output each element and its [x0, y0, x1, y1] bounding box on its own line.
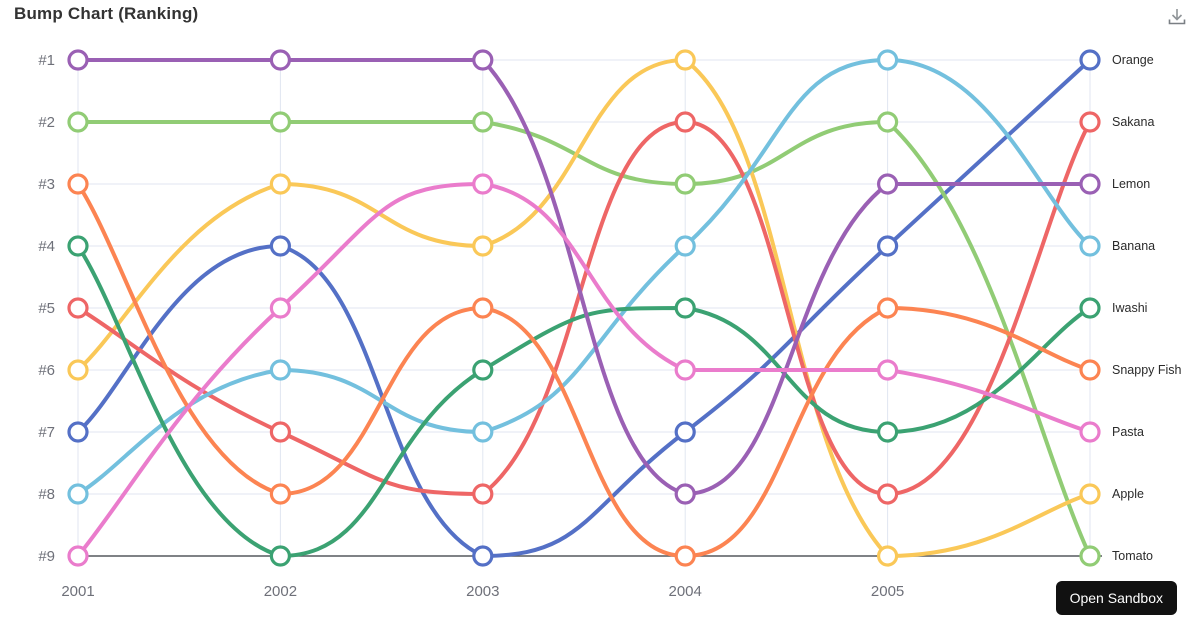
data-point-lemon[interactable]	[876, 173, 899, 195]
data-point-orange[interactable]	[876, 235, 899, 257]
data-point-banana[interactable]	[67, 483, 89, 505]
y-axis-label: #6	[38, 362, 55, 379]
data-point-snappy-fish[interactable]	[472, 297, 494, 319]
data-point-snappy-fish[interactable]	[876, 297, 899, 319]
data-point-sakana[interactable]	[67, 297, 89, 319]
series-end-label: Orange	[1112, 53, 1154, 67]
x-axis-label: 2005	[871, 583, 904, 600]
series-line-iwashi[interactable]	[76, 244, 1092, 558]
data-point-tomato[interactable]	[67, 111, 89, 133]
data-point-pasta[interactable]	[674, 359, 696, 381]
series-end-label: Lemon	[1112, 177, 1150, 191]
y-axis-label: #4	[38, 238, 55, 255]
download-button[interactable]	[1164, 4, 1190, 30]
data-point-tomato[interactable]	[269, 111, 291, 133]
series-line-tomato[interactable]	[76, 120, 1092, 558]
data-point-orange[interactable]	[472, 545, 494, 567]
data-point-apple[interactable]	[269, 173, 291, 195]
series-end-label: Iwashi	[1112, 301, 1147, 315]
data-point-apple[interactable]	[876, 545, 899, 567]
y-axis-label: #8	[38, 486, 55, 503]
series-end-label: Tomato	[1112, 549, 1153, 563]
data-point-apple[interactable]	[1079, 483, 1101, 505]
data-point-orange[interactable]	[269, 235, 291, 257]
download-icon	[1168, 9, 1186, 25]
series-end-label: Snappy Fish	[1112, 363, 1182, 377]
open-sandbox-button[interactable]: Open Sandbox	[1055, 581, 1177, 615]
data-point-snappy-fish[interactable]	[269, 483, 291, 505]
data-point-tomato[interactable]	[674, 173, 696, 195]
data-point-pasta[interactable]	[472, 173, 494, 195]
y-axis-label: #5	[38, 300, 55, 317]
data-point-banana[interactable]	[269, 359, 291, 381]
series-line-banana[interactable]	[76, 58, 1092, 496]
data-point-lemon[interactable]	[269, 49, 291, 71]
data-point-banana[interactable]	[1079, 235, 1101, 257]
data-point-pasta[interactable]	[1079, 421, 1101, 443]
data-point-tomato[interactable]	[472, 111, 494, 133]
data-point-pasta[interactable]	[876, 359, 899, 381]
data-point-lemon[interactable]	[674, 483, 696, 505]
data-point-snappy-fish[interactable]	[674, 545, 696, 567]
data-point-orange[interactable]	[1079, 49, 1101, 71]
data-point-pasta[interactable]	[67, 545, 89, 567]
series-end-label: Banana	[1112, 239, 1155, 253]
data-point-sakana[interactable]	[269, 421, 291, 443]
data-point-iwashi[interactable]	[1079, 297, 1101, 319]
data-point-snappy-fish[interactable]	[1079, 359, 1101, 381]
data-point-sakana[interactable]	[472, 483, 494, 505]
data-point-pasta[interactable]	[269, 297, 291, 319]
y-axis-label: #1	[38, 52, 55, 69]
series-end-label: Apple	[1112, 487, 1144, 501]
x-axis-label: 2003	[466, 583, 499, 600]
data-point-iwashi[interactable]	[67, 235, 89, 257]
data-point-iwashi[interactable]	[674, 297, 696, 319]
data-point-tomato[interactable]	[876, 111, 899, 133]
data-point-lemon[interactable]	[1079, 173, 1101, 195]
data-point-iwashi[interactable]	[269, 545, 291, 567]
y-axis-label: #3	[38, 176, 55, 193]
data-point-apple[interactable]	[67, 359, 89, 381]
data-point-snappy-fish[interactable]	[67, 173, 89, 195]
x-axis-label: 2001	[61, 583, 94, 600]
data-point-orange[interactable]	[67, 421, 89, 443]
data-point-banana[interactable]	[876, 49, 899, 71]
y-axis-label: #7	[38, 424, 55, 441]
y-axis-label: #9	[38, 548, 55, 565]
x-axis-label: 2002	[264, 583, 297, 600]
data-point-banana[interactable]	[674, 235, 696, 257]
data-point-lemon[interactable]	[472, 49, 494, 71]
data-point-banana[interactable]	[472, 421, 494, 443]
series-line-orange[interactable]	[76, 58, 1092, 558]
data-point-sakana[interactable]	[1079, 111, 1101, 133]
data-point-lemon[interactable]	[67, 49, 89, 71]
data-point-apple[interactable]	[472, 235, 494, 257]
data-point-orange[interactable]	[674, 421, 696, 443]
data-point-iwashi[interactable]	[472, 359, 494, 381]
data-point-tomato[interactable]	[1079, 545, 1101, 567]
page-title: Bump Chart (Ranking)	[14, 4, 199, 23]
x-axis-label: 2004	[669, 583, 702, 600]
data-point-iwashi[interactable]	[876, 421, 899, 443]
y-axis-label: #2	[38, 114, 55, 131]
data-point-sakana[interactable]	[674, 111, 696, 133]
data-point-apple[interactable]	[674, 49, 696, 71]
series-end-label: Sakana	[1112, 115, 1154, 129]
series-end-label: Pasta	[1112, 425, 1144, 439]
data-point-sakana[interactable]	[876, 483, 899, 505]
